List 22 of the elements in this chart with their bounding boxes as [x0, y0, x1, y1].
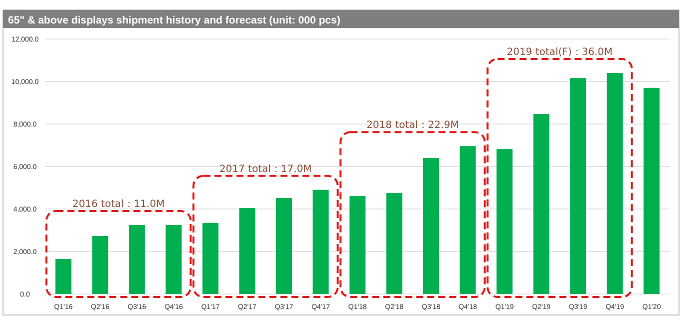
bar	[350, 196, 366, 294]
bar	[533, 114, 550, 294]
bar	[312, 190, 329, 294]
bar	[239, 208, 256, 294]
bar	[55, 258, 72, 294]
annotation: 2019 total(F)：36.0M	[506, 47, 613, 58]
bar	[166, 224, 182, 294]
bar	[606, 73, 623, 294]
bar	[276, 198, 292, 294]
bar	[423, 158, 440, 294]
annotation: 2018 total：22.9M	[366, 120, 459, 132]
bar	[460, 146, 476, 294]
bar	[570, 78, 586, 294]
bar	[202, 223, 218, 294]
bar	[644, 88, 660, 294]
bar	[496, 149, 513, 294]
annotation: 2017 total：17.0M	[219, 164, 312, 175]
annotation: 2016 total：11.0M	[72, 198, 165, 210]
bar	[128, 224, 145, 294]
chart-title: 65" & above displays shipment history and forecast (unit: 000 pcs)	[8, 14, 340, 26]
bar	[92, 236, 108, 294]
bar	[386, 193, 402, 294]
